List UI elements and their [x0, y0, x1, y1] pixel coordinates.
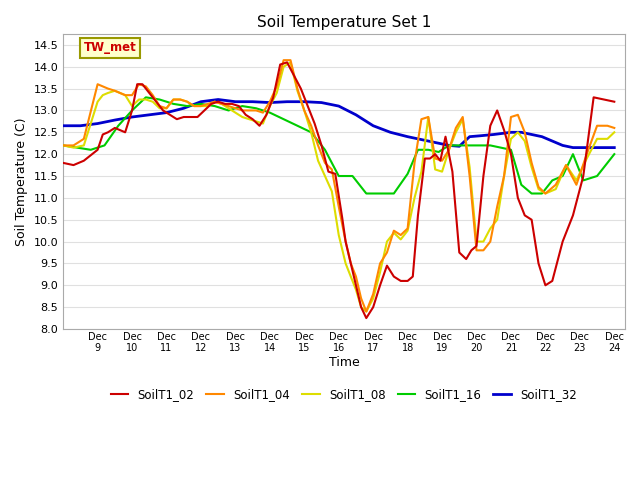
Title: Soil Temperature Set 1: Soil Temperature Set 1 — [257, 15, 431, 30]
Y-axis label: Soil Temperature (C): Soil Temperature (C) — [15, 117, 28, 246]
Text: TW_met: TW_met — [84, 41, 136, 54]
X-axis label: Time: Time — [328, 356, 359, 369]
Legend: SoilT1_02, SoilT1_04, SoilT1_08, SoilT1_16, SoilT1_32: SoilT1_02, SoilT1_04, SoilT1_08, SoilT1_… — [106, 384, 582, 406]
